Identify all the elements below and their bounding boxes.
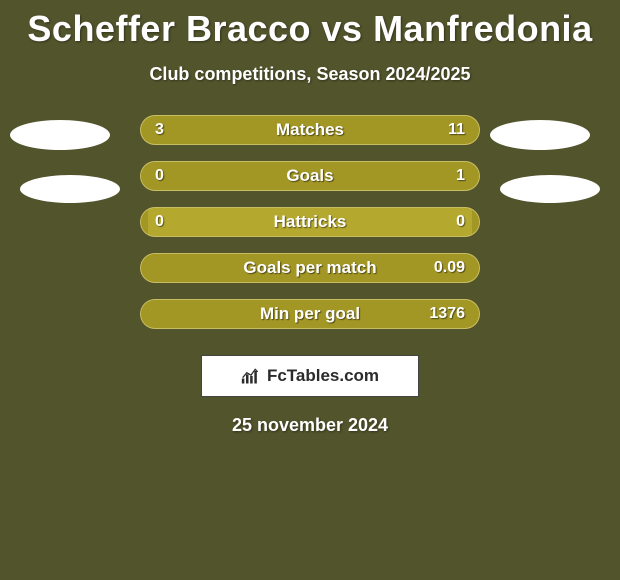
decorative-ellipse <box>500 175 600 203</box>
stat-row: 1376Min per goal <box>0 299 620 345</box>
stat-bar-fill-right <box>472 208 479 236</box>
stat-label: Hattricks <box>141 208 479 236</box>
stat-bar-track: 0 0Hattricks <box>140 207 480 237</box>
bars-icon <box>241 367 261 385</box>
stat-bar-track: 0.09Goals per match <box>140 253 480 283</box>
stat-bar-fill-left <box>141 254 148 282</box>
stat-value-left: 0 <box>155 162 164 190</box>
stat-bar-fill-left <box>141 162 148 190</box>
stat-bar-fill-right <box>212 116 479 144</box>
stat-value-left: 0 <box>155 208 164 236</box>
stat-bar-fill-left <box>141 300 148 328</box>
watermark-banner: FcTables.com <box>201 355 419 397</box>
stat-bar-fill-left <box>141 208 148 236</box>
stat-bar-fill-right <box>148 254 479 282</box>
stat-value-right: 1376 <box>429 300 465 328</box>
stat-value-right: 0.09 <box>434 254 465 282</box>
stat-bar-fill-right <box>148 162 479 190</box>
page-title: Scheffer Bracco vs Manfredonia <box>0 0 620 50</box>
stat-bar-track: 1376Min per goal <box>140 299 480 329</box>
stat-bar-track: 311Matches <box>140 115 480 145</box>
stat-row: 0.09Goals per match <box>0 253 620 299</box>
stat-row: 0 0Hattricks <box>0 207 620 253</box>
decorative-ellipse <box>20 175 120 203</box>
date-text: 25 november 2024 <box>0 415 620 436</box>
decorative-ellipse <box>10 120 110 150</box>
stat-value-right: 0 <box>456 208 465 236</box>
stat-bar-track: 01Goals <box>140 161 480 191</box>
stat-value-right: 1 <box>456 162 465 190</box>
stat-value-left: 3 <box>155 116 164 144</box>
stat-value-right: 11 <box>448 116 465 144</box>
stat-bar-fill-left <box>141 116 212 144</box>
page-subtitle: Club competitions, Season 2024/2025 <box>0 64 620 85</box>
watermark-text: FcTables.com <box>267 366 379 386</box>
decorative-ellipse <box>490 120 590 150</box>
